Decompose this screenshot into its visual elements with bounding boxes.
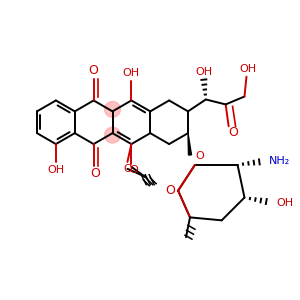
Text: O: O	[196, 151, 204, 161]
Text: OH: OH	[195, 67, 212, 77]
Text: NH₂: NH₂	[269, 156, 290, 166]
Polygon shape	[188, 133, 191, 155]
Text: O: O	[165, 184, 175, 197]
Text: O: O	[229, 126, 238, 139]
Circle shape	[105, 127, 120, 143]
Circle shape	[105, 101, 120, 117]
Text: OH: OH	[123, 68, 140, 78]
Text: O: O	[89, 64, 99, 77]
Text: OH: OH	[276, 197, 293, 208]
Text: OH: OH	[239, 64, 256, 74]
Text: OH: OH	[47, 165, 64, 175]
Text: O: O	[123, 164, 132, 174]
Text: O: O	[129, 165, 138, 175]
Text: O: O	[91, 167, 100, 180]
